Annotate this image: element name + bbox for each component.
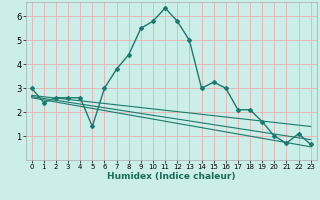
X-axis label: Humidex (Indice chaleur): Humidex (Indice chaleur) <box>107 172 236 181</box>
